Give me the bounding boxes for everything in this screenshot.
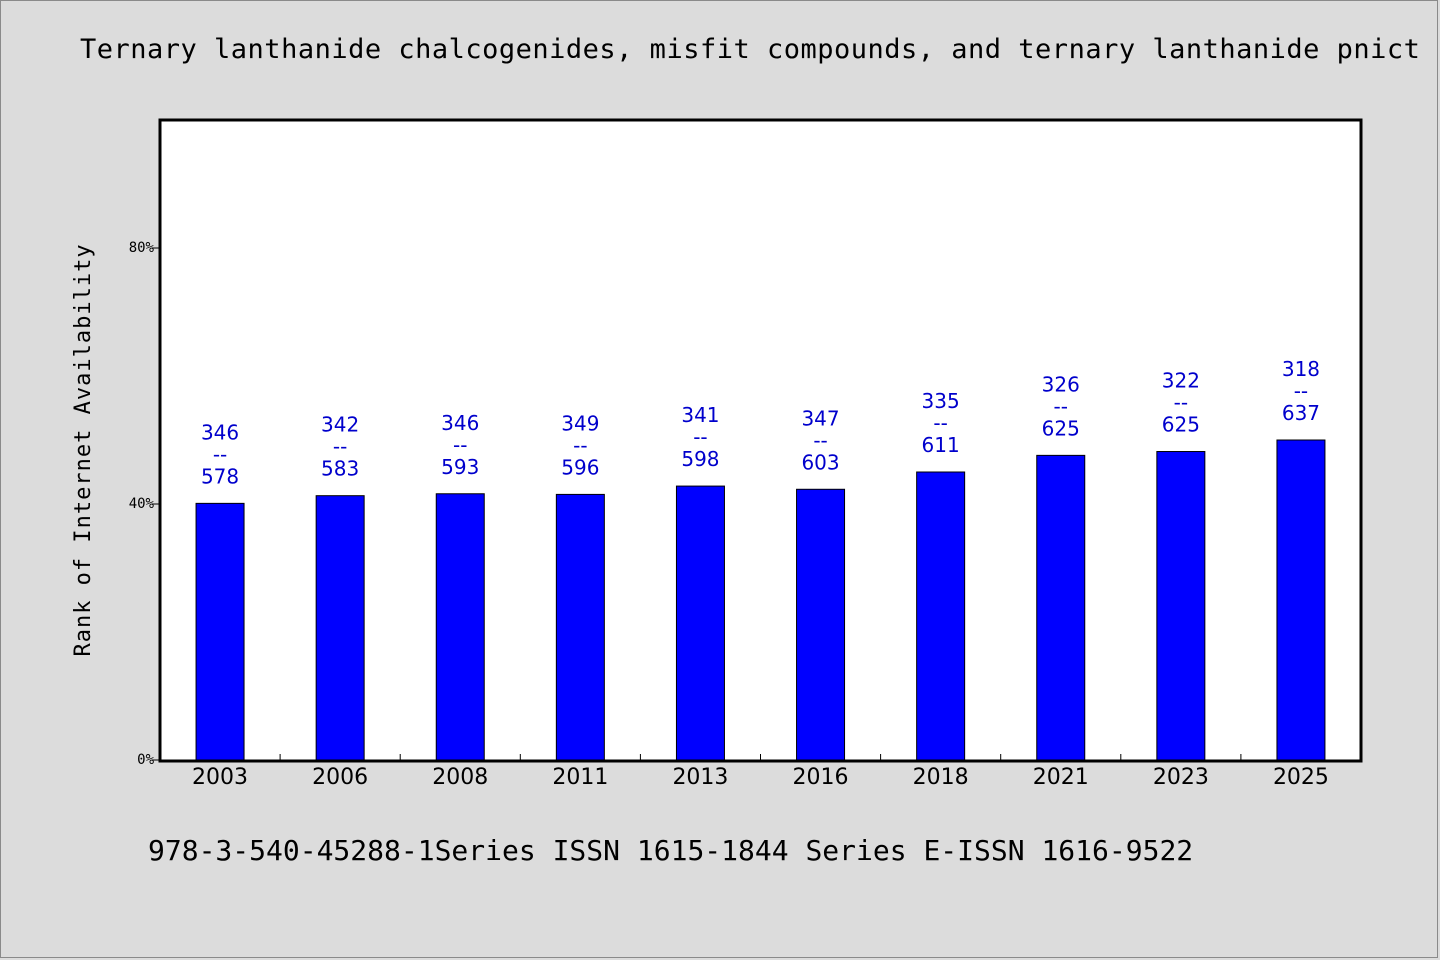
bar-2025 bbox=[1276, 439, 1326, 761]
bar-data-label: 598 bbox=[681, 447, 719, 471]
bar-data-label: -- bbox=[573, 433, 587, 457]
x-tick-label: 2003 bbox=[192, 765, 248, 790]
x-tick-label: 2016 bbox=[793, 765, 849, 790]
chart-title: Ternary lanthanide chalcogenides, misfit… bbox=[80, 34, 1421, 65]
bar-2011 bbox=[555, 493, 605, 761]
bar-2003 bbox=[195, 502, 245, 761]
x-tick-label: 2023 bbox=[1153, 765, 1209, 790]
bar-data-label: 347 bbox=[801, 406, 839, 430]
bar-data-label: -- bbox=[1054, 394, 1068, 418]
y-tick-label: 40% bbox=[129, 496, 155, 512]
bar-data-label: 625 bbox=[1042, 416, 1080, 440]
footer-isbn-issn: 978-3-540-45288-1Series ISSN 1615-1844 S… bbox=[148, 834, 1194, 867]
bar-data-label: -- bbox=[1174, 391, 1188, 415]
bar-data-label: 637 bbox=[1282, 401, 1320, 425]
x-tick-label: 2025 bbox=[1273, 765, 1329, 790]
bar-data-label: 578 bbox=[201, 464, 239, 488]
y-tick-label: 0% bbox=[137, 752, 154, 768]
bar-data-label: -- bbox=[813, 428, 827, 452]
bar-data-label: 611 bbox=[922, 433, 960, 457]
bar-data-label: 322 bbox=[1162, 369, 1200, 393]
bar-2016 bbox=[796, 488, 846, 761]
bar-data-label: -- bbox=[693, 425, 707, 449]
bar-data-label: 593 bbox=[441, 455, 479, 479]
bar-data-label: 346 bbox=[201, 420, 239, 444]
y-tick-label: 80% bbox=[129, 240, 155, 256]
bar-data-label: -- bbox=[453, 433, 467, 457]
bar-data-label: 583 bbox=[321, 457, 359, 481]
bar-data-label: 596 bbox=[561, 455, 599, 479]
bar-2021 bbox=[1036, 454, 1086, 761]
bar-data-label: 603 bbox=[801, 450, 839, 474]
x-tick-label: 2021 bbox=[1033, 765, 1089, 790]
bar-2013 bbox=[675, 485, 725, 761]
bar-data-label: 625 bbox=[1162, 413, 1200, 437]
bar-data-label: 335 bbox=[922, 389, 960, 413]
bar-data-label: 341 bbox=[681, 403, 719, 427]
x-tick-label: 2013 bbox=[672, 765, 728, 790]
bar-data-label: -- bbox=[933, 411, 947, 435]
bar-data-label: -- bbox=[1294, 379, 1308, 403]
bar-data-label: 318 bbox=[1282, 357, 1320, 381]
x-tick-label: 2006 bbox=[312, 765, 368, 790]
x-tick-label: 2011 bbox=[552, 765, 608, 790]
bar-data-label: -- bbox=[333, 435, 347, 459]
y-axis-title: Rank of Internet Availability bbox=[71, 243, 96, 656]
x-tick-label: 2008 bbox=[432, 765, 488, 790]
bar-2018 bbox=[916, 471, 966, 761]
bar-2023 bbox=[1156, 451, 1206, 761]
bar-data-label: 342 bbox=[321, 413, 359, 437]
x-tick-label: 2018 bbox=[913, 765, 969, 790]
bar-data-label: 346 bbox=[441, 411, 479, 435]
bar-data-label: 326 bbox=[1042, 372, 1080, 396]
bar-2008 bbox=[435, 493, 485, 761]
bar-data-label: 349 bbox=[561, 411, 599, 435]
bar-2006 bbox=[315, 495, 365, 761]
bar-data-label: -- bbox=[213, 442, 227, 466]
